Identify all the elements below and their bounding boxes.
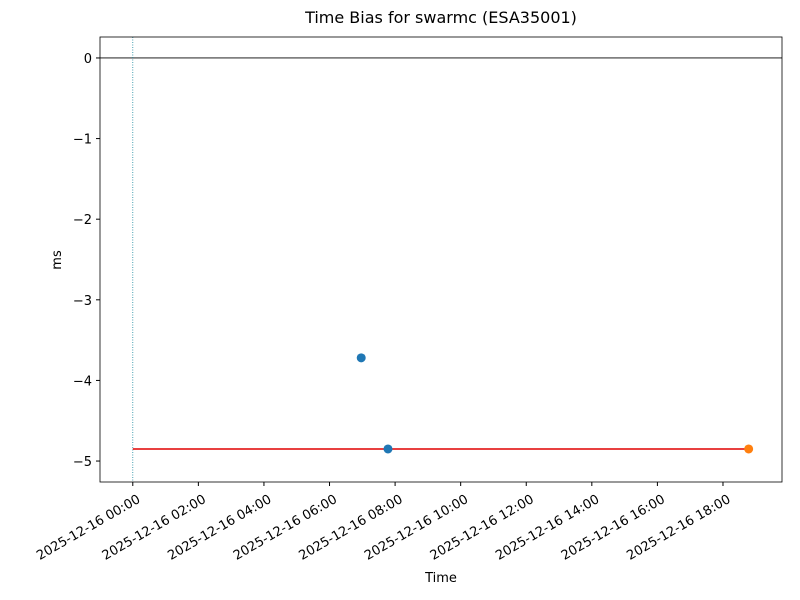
chart-title: Time Bias for swarmc (ESA35001) xyxy=(304,8,577,27)
y-axis-label: ms xyxy=(50,250,65,270)
point xyxy=(744,444,754,454)
y-tick-label: −3 xyxy=(73,294,92,309)
point xyxy=(383,444,393,454)
x-tick-label: 2025-12-16 00:00 xyxy=(34,492,143,564)
y-tick-label: −1 xyxy=(73,133,92,148)
x-axis-label: Time xyxy=(424,571,457,586)
y-tick-label: 0 xyxy=(84,52,92,67)
y-tick-label: −5 xyxy=(73,455,92,470)
y-tick-label: −2 xyxy=(73,213,92,228)
plot-frame xyxy=(99,36,783,483)
y-tick-label: −4 xyxy=(73,374,92,389)
point xyxy=(356,353,366,363)
